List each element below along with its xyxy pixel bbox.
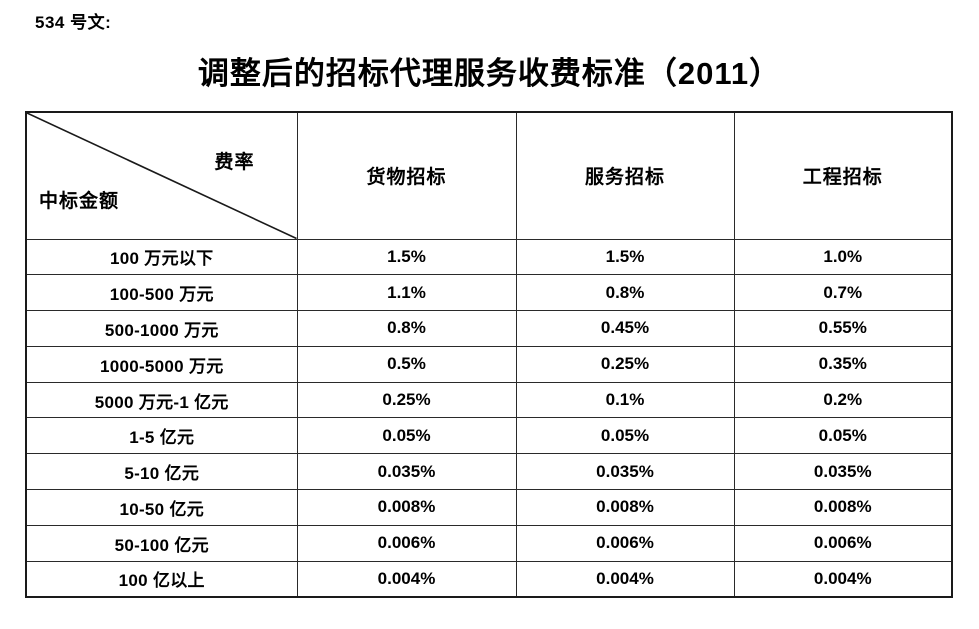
diagonal-header-cell: 费率 中标金额 [25, 111, 298, 240]
rate-cell: 1.5% [296, 238, 517, 276]
amount-range-cell: 5000 万元-1 亿元 [25, 381, 298, 419]
rate-cell: 0.008% [733, 489, 953, 526]
rate-cell: 0.006% [733, 524, 953, 562]
column-header-service-bidding: 服务招标 [515, 111, 735, 240]
table-row: 50-100 亿元 0.006% 0.006% 0.006% [25, 524, 953, 562]
amount-range-cell: 100 万元以下 [25, 238, 298, 276]
rate-cell: 0.8% [515, 274, 735, 312]
rate-cell: 0.008% [515, 489, 735, 526]
table-row: 1000-5000 万元 0.5% 0.25% 0.35% [25, 345, 953, 383]
amount-range-cell: 500-1000 万元 [25, 310, 298, 347]
rate-cell: 1.0% [733, 238, 953, 276]
amount-range-cell: 1000-5000 万元 [25, 345, 298, 383]
table-body: 100 万元以下 1.5% 1.5% 1.0% 100-500 万元 1.1% … [25, 238, 953, 598]
table-header-row: 费率 中标金额 货物招标 服务招标 工程招标 [25, 111, 953, 240]
amount-range-cell: 100-500 万元 [25, 274, 298, 312]
amount-range-cell: 5-10 亿元 [25, 453, 298, 491]
amount-range-cell: 1-5 亿元 [25, 417, 298, 455]
rate-cell: 0.004% [296, 560, 517, 598]
table-row: 500-1000 万元 0.8% 0.45% 0.55% [25, 310, 953, 347]
rate-cell: 0.1% [515, 381, 735, 419]
rate-cell: 0.7% [733, 274, 953, 312]
table-row: 5000 万元-1 亿元 0.25% 0.1% 0.2% [25, 381, 953, 419]
rate-cell: 0.006% [515, 524, 735, 562]
rate-cell: 0.035% [515, 453, 735, 491]
rate-cell: 0.035% [296, 453, 517, 491]
page-title: 调整后的招标代理服务收费标准（2011） [197, 56, 782, 91]
table-row: 1-5 亿元 0.05% 0.05% 0.05% [25, 417, 953, 455]
diagonal-line [27, 113, 297, 239]
rate-cell: 0.035% [733, 453, 953, 491]
table-row: 100 万元以下 1.5% 1.5% 1.0% [25, 238, 953, 276]
table-row: 100 亿以上 0.004% 0.004% 0.004% [25, 560, 953, 598]
rate-cell: 0.008% [296, 489, 517, 526]
fee-rate-table: 费率 中标金额 货物招标 服务招标 工程招标 100 万元以下 1.5% 1.5… [25, 111, 953, 598]
rate-cell: 0.2% [733, 381, 953, 419]
rate-cell: 0.05% [515, 417, 735, 455]
table-row: 5-10 亿元 0.035% 0.035% 0.035% [25, 453, 953, 491]
corner-label-rate: 费率 [214, 152, 255, 173]
amount-range-cell: 10-50 亿元 [25, 489, 298, 526]
rate-cell: 0.8% [296, 310, 517, 347]
amount-range-cell: 50-100 亿元 [25, 524, 298, 562]
doc-number-label: 534 号文: [35, 13, 112, 32]
amount-range-cell: 100 亿以上 [25, 560, 298, 598]
column-header-goods-bidding: 货物招标 [296, 111, 517, 240]
table-row: 100-500 万元 1.1% 0.8% 0.7% [25, 274, 953, 312]
rate-cell: 0.55% [733, 310, 953, 347]
rate-cell: 1.5% [515, 238, 735, 276]
rate-cell: 0.25% [515, 345, 735, 383]
rate-cell: 0.05% [733, 417, 953, 455]
corner-label-amount: 中标金额 [39, 190, 120, 212]
rate-cell: 0.45% [515, 310, 735, 347]
rate-cell: 1.1% [296, 274, 517, 312]
rate-cell: 0.35% [733, 345, 953, 383]
rate-cell: 0.25% [296, 381, 517, 419]
rate-cell: 0.004% [515, 560, 735, 598]
column-header-engineering-bidding: 工程招标 [733, 111, 953, 240]
rate-cell: 0.05% [296, 417, 517, 455]
rate-cell: 0.004% [733, 560, 953, 598]
rate-cell: 0.006% [296, 524, 517, 562]
rate-cell: 0.5% [296, 345, 517, 383]
table-row: 10-50 亿元 0.008% 0.008% 0.008% [25, 489, 953, 526]
